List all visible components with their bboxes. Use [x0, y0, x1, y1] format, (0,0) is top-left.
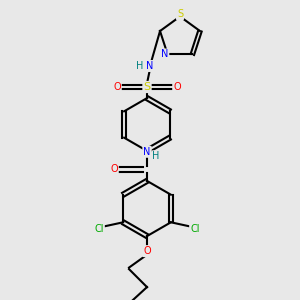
- Text: S: S: [143, 82, 151, 92]
- Text: S: S: [177, 9, 183, 19]
- Text: Cl: Cl: [94, 224, 104, 234]
- Text: O: O: [173, 82, 181, 92]
- Text: O: O: [113, 82, 121, 92]
- Text: Cl: Cl: [190, 224, 200, 234]
- Text: O: O: [110, 164, 118, 175]
- Text: N: N: [161, 50, 168, 59]
- Text: N: N: [146, 61, 154, 71]
- Text: O: O: [143, 246, 151, 256]
- Text: N: N: [143, 147, 151, 157]
- Text: H: H: [136, 61, 143, 71]
- Text: H: H: [152, 151, 160, 161]
